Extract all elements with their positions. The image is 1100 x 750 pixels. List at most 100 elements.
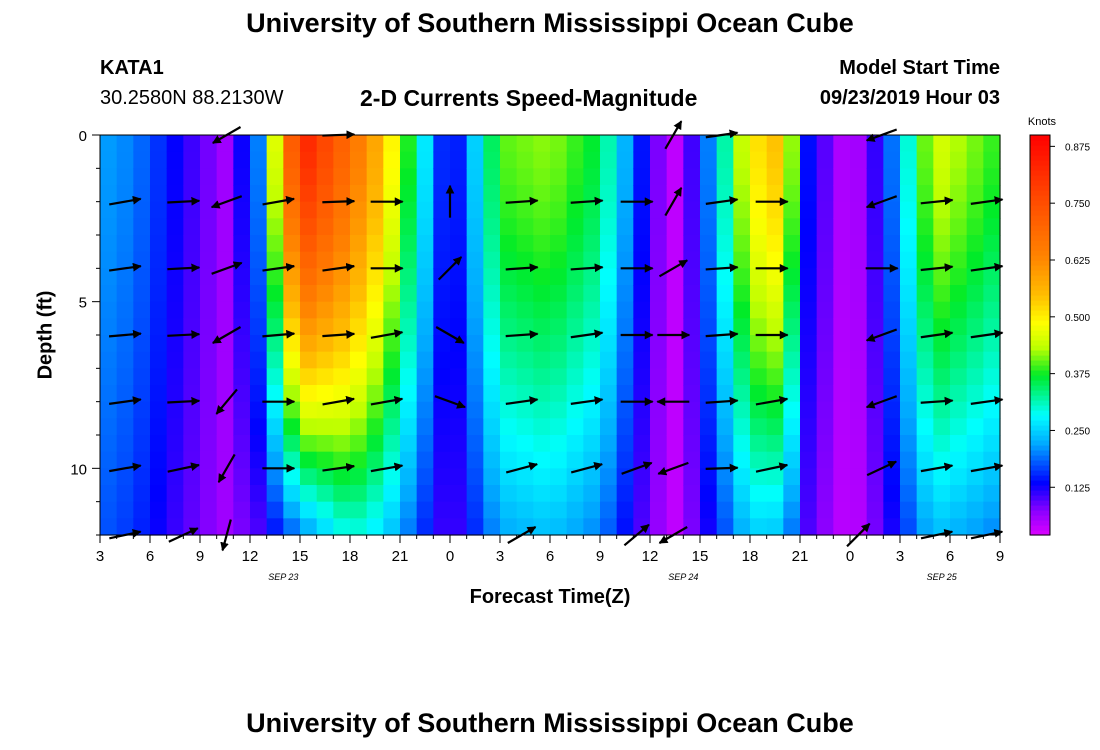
heatmap-cell [650, 318, 668, 336]
heatmap-cell [783, 435, 801, 453]
heatmap-cell [350, 485, 368, 503]
heatmap-cell [250, 218, 268, 236]
heatmap-cell [550, 468, 568, 486]
x-tick-label: 9 [996, 548, 1004, 565]
y-axis: 0 5 10 [70, 128, 100, 536]
heatmap-cell [633, 368, 651, 386]
heatmap-cell [383, 151, 401, 169]
heatmap-cell [766, 268, 784, 286]
heatmap-cell [616, 385, 634, 403]
heatmap-cell [616, 485, 634, 503]
heatmap-cell [550, 235, 568, 253]
heatmap-cell [250, 268, 268, 286]
heatmap-cell [850, 518, 868, 536]
heatmap-cell [283, 401, 301, 419]
heatmap-cell [116, 518, 134, 536]
heatmap-cell [666, 151, 684, 169]
x-tick-label: 21 [392, 548, 409, 565]
heatmap-cell [683, 418, 701, 436]
heatmap-cell [816, 285, 834, 303]
heatmap-cell [700, 468, 718, 486]
heatmap-cell [366, 435, 384, 453]
heatmap-cell [683, 401, 701, 419]
heatmap-cell [433, 235, 451, 253]
colorbar-segment [1030, 440, 1050, 446]
heatmap-cell [416, 401, 434, 419]
x-tick-label: 21 [792, 548, 809, 565]
heatmap-cell [200, 218, 218, 236]
heatmap-cell [933, 368, 951, 386]
colorbar-segment [1030, 370, 1050, 376]
heatmap-cell [816, 185, 834, 203]
heatmap-cell [233, 185, 251, 203]
heatmap-cell [383, 201, 401, 219]
heatmap-cell [350, 335, 368, 353]
colorbar-segment [1030, 495, 1050, 501]
current-vector [920, 196, 954, 206]
heatmap-cell [500, 268, 518, 286]
heatmap-cell [183, 201, 201, 219]
heatmap-cell [250, 385, 268, 403]
heatmap-cell [650, 501, 668, 519]
heatmap-cell [550, 351, 568, 369]
heatmap-cell [300, 368, 318, 386]
heatmap-cell [466, 451, 484, 469]
heatmap-cell [583, 135, 601, 153]
heatmap-cell [350, 518, 368, 536]
x-tick-label: 6 [546, 548, 554, 565]
colorbar-segment [1030, 475, 1050, 481]
heatmap-cell [933, 501, 951, 519]
heatmap-cell [416, 335, 434, 353]
heatmap-cell [500, 218, 518, 236]
current-vector [570, 329, 604, 339]
colorbar-segment [1030, 525, 1050, 531]
current-vector [370, 462, 404, 473]
heatmap-cell [216, 218, 234, 236]
heatmap-cell [933, 201, 951, 219]
heatmap-cell [583, 168, 601, 186]
colorbar-segment [1030, 235, 1050, 241]
heatmap-cell [116, 301, 134, 319]
colorbar-segment [1030, 490, 1050, 496]
heatmap-cell [216, 135, 234, 153]
heatmap-cell [966, 385, 984, 403]
heatmap-cell [766, 218, 784, 236]
heatmap-cell [583, 335, 601, 353]
heatmap-cell [900, 168, 918, 186]
heatmap-cell [950, 318, 968, 336]
heatmap-cell [183, 335, 201, 353]
heatmap-cell [566, 218, 584, 236]
heatmap-cell [600, 485, 618, 503]
heatmap-cell [300, 151, 318, 169]
heatmap-cell [316, 135, 334, 153]
current-vector [705, 330, 739, 339]
heatmap-cell [783, 485, 801, 503]
heatmap-cell [433, 368, 451, 386]
heatmap-cell [816, 135, 834, 153]
heatmap-cell [366, 385, 384, 403]
heatmap-cell [533, 418, 551, 436]
heatmap-cell [616, 151, 634, 169]
heatmap-cell [450, 435, 468, 453]
colorbar-segment [1030, 270, 1050, 276]
heatmap-cell [400, 151, 418, 169]
heatmap-cell [150, 268, 168, 286]
heatmap-cell [100, 201, 118, 219]
heatmap-cell [633, 401, 651, 419]
heatmap-cell [466, 468, 484, 486]
heatmap-cell [300, 201, 318, 219]
heatmap-cell [766, 418, 784, 436]
colorbar-segment [1030, 215, 1050, 221]
heatmap-cell [116, 468, 134, 486]
heatmap-cell [933, 385, 951, 403]
heatmap-cell [400, 518, 418, 536]
heatmap-cell [866, 268, 884, 286]
heatmap-cell [866, 218, 884, 236]
heatmap-cell [600, 301, 618, 319]
heatmap-cell [450, 418, 468, 436]
heatmap-cell [966, 285, 984, 303]
heatmap-cell [983, 351, 1001, 369]
date-label: SEP 25 [927, 572, 958, 582]
heatmap-cell [366, 301, 384, 319]
heatmap-cell [916, 268, 934, 286]
